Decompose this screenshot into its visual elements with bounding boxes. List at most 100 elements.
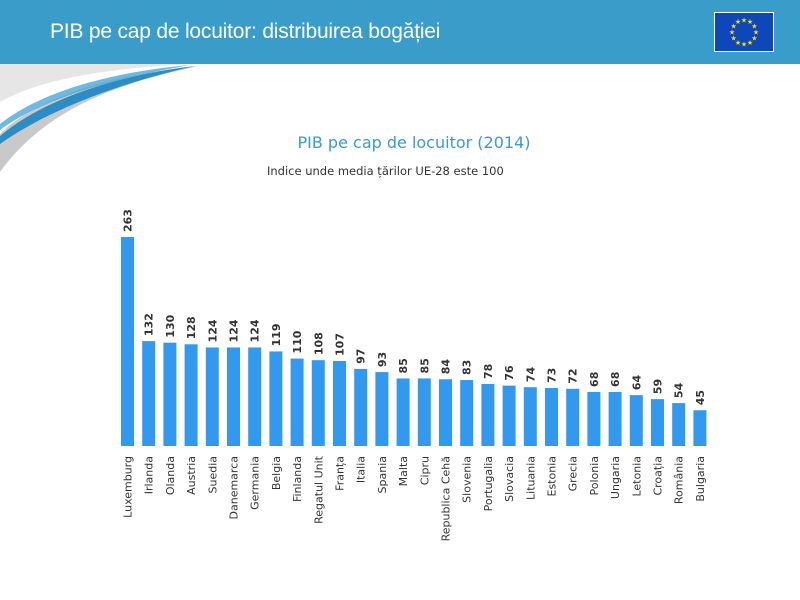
- bar: [523, 387, 537, 446]
- bar: [354, 368, 368, 446]
- flag-star: ★: [735, 39, 741, 47]
- data-label: 93: [376, 352, 389, 367]
- flag-star: ★: [751, 23, 757, 31]
- flag-star: ★: [729, 29, 735, 37]
- category-label: Regatul Unit: [312, 455, 325, 524]
- category-label: Suedia: [206, 456, 219, 494]
- page-title: PIB pe cap de locuitor: distribuirea bog…: [50, 20, 441, 43]
- bar: [629, 395, 643, 446]
- decorative-swoosh: [0, 64, 200, 172]
- category-label: Germania: [249, 456, 262, 510]
- data-label: 74: [524, 367, 537, 383]
- data-label: 83: [461, 360, 474, 375]
- data-label: 97: [355, 349, 368, 364]
- category-label: Ungaria: [609, 456, 622, 499]
- category-label: Irlanda: [143, 456, 156, 494]
- bar: [693, 410, 707, 446]
- bar: [608, 391, 622, 446]
- bar: [227, 347, 240, 446]
- category-label: Cipru: [418, 456, 431, 485]
- bar: [566, 388, 580, 446]
- bar: [502, 385, 516, 446]
- data-label: 263: [122, 209, 135, 232]
- bar: [417, 378, 431, 446]
- category-label: Republica Cehă: [440, 456, 453, 541]
- bar: [290, 358, 304, 446]
- bar: [439, 379, 452, 446]
- category-label: Croația: [652, 456, 665, 496]
- category-label: Polonia: [588, 456, 601, 496]
- data-label: 132: [143, 313, 156, 336]
- flag-star: ★: [730, 35, 736, 43]
- category-label: Slovenia: [461, 456, 474, 503]
- data-label: 124: [249, 319, 262, 342]
- flag-star: ★: [735, 18, 741, 26]
- data-label: 73: [546, 368, 559, 383]
- data-label: 64: [630, 374, 643, 390]
- data-label: 85: [397, 358, 410, 373]
- bar: [333, 360, 346, 446]
- category-label: Franța: [334, 456, 347, 491]
- chart-subtitle: Indice unde media țărilor UE-28 este 100: [267, 164, 504, 178]
- flag-star: ★: [741, 41, 747, 49]
- category-label: Spania: [376, 456, 389, 493]
- bar: [184, 344, 198, 446]
- category-label: Olanda: [164, 456, 177, 495]
- category-label: Luxemburg: [122, 456, 135, 518]
- flag-star: ★: [751, 35, 757, 43]
- eu-flag-icon: ★ ★ ★ ★ ★ ★ ★ ★ ★ ★ ★ ★: [714, 12, 774, 52]
- bar: [205, 347, 219, 446]
- flag-star: ★: [753, 29, 759, 37]
- header-bar: PIB pe cap de locuitor: distribuirea bog…: [0, 0, 800, 64]
- bar: [311, 360, 325, 446]
- bar: [651, 399, 664, 446]
- data-label: 124: [228, 319, 241, 342]
- category-label: Austria: [185, 456, 198, 495]
- category-label: Lituania: [524, 456, 537, 500]
- category-label: Portugalia: [482, 456, 495, 511]
- data-label: 72: [567, 368, 580, 383]
- data-label: 76: [503, 365, 516, 381]
- flag-star: ★: [730, 23, 736, 31]
- category-label: Bulgaria: [694, 456, 707, 502]
- data-label: 68: [609, 372, 622, 387]
- category-label: Grecia: [567, 456, 580, 491]
- chart-title-text: PIB pe cap de locuitor (2014): [297, 133, 531, 152]
- data-label: 128: [185, 316, 198, 339]
- category-label: Letonia: [630, 456, 643, 497]
- bar: [142, 341, 156, 446]
- data-label: 107: [334, 333, 347, 356]
- data-label: 54: [673, 382, 686, 398]
- bar: [163, 342, 177, 446]
- data-label: 45: [694, 390, 707, 405]
- bar: [587, 391, 601, 446]
- bar: [375, 372, 389, 446]
- bar: [269, 351, 283, 446]
- bar: [460, 380, 474, 446]
- data-label: 110: [291, 330, 304, 353]
- data-label: 84: [440, 359, 453, 375]
- data-label: 124: [206, 319, 219, 342]
- bar: [672, 403, 686, 446]
- data-label: 85: [418, 358, 431, 373]
- data-label: 68: [588, 372, 601, 387]
- data-label: 78: [482, 364, 495, 379]
- chart-title: PIB pe cap de locuitor (2014): [0, 133, 800, 152]
- category-label: Finlanda: [291, 456, 304, 502]
- bar: [396, 378, 410, 446]
- category-label: România: [673, 456, 686, 504]
- bar: [121, 237, 134, 446]
- category-label: Danemarca: [228, 456, 241, 519]
- data-label: 108: [312, 332, 325, 355]
- category-label: Belgia: [270, 456, 283, 490]
- bar: [248, 347, 262, 446]
- category-label: Malta: [397, 456, 410, 486]
- flag-star: ★: [741, 17, 747, 25]
- category-label: Italia: [355, 456, 368, 483]
- category-label: Slovacia: [503, 456, 516, 502]
- bar: [545, 387, 558, 446]
- data-label: 119: [270, 323, 283, 346]
- data-label: 130: [164, 314, 177, 337]
- bar: [481, 384, 495, 446]
